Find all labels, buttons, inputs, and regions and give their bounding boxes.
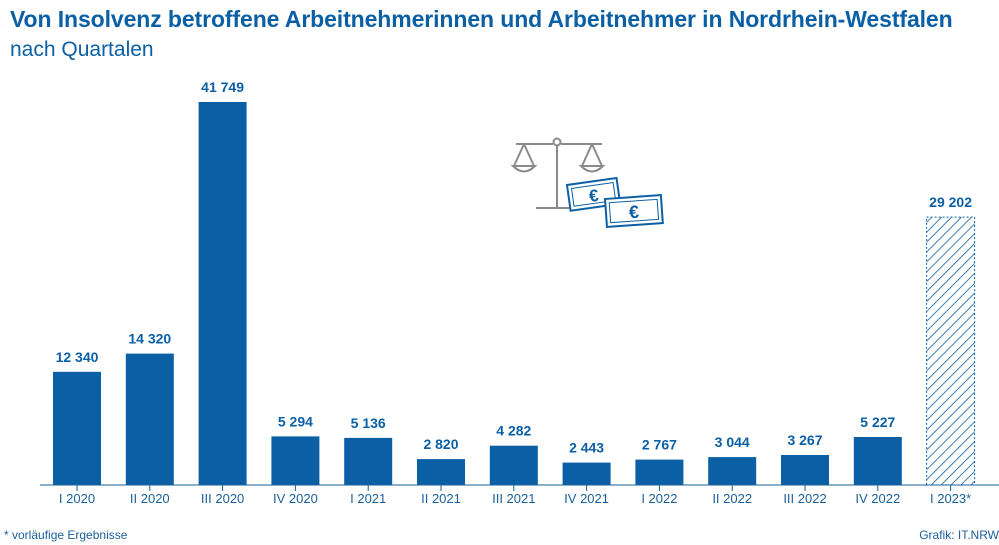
x-tick-label: I 2022: [641, 491, 677, 506]
bar-iv-2022: [853, 437, 902, 485]
x-tick-label: II 2020: [130, 491, 170, 506]
bar-value-label: 5 294: [278, 413, 313, 429]
bar-value-label: 4 282: [496, 423, 531, 439]
x-tick-label: I 2021: [350, 491, 386, 506]
x-tick-label: I 2020: [59, 491, 95, 506]
bar-iv-2021: [562, 462, 611, 485]
bar-i-2020: [53, 371, 101, 485]
x-tick-label: II 2022: [712, 491, 752, 506]
bar-value-label: 2 443: [569, 440, 604, 456]
bar-i-2021: [344, 437, 393, 485]
bar-ii-2020: [125, 353, 174, 485]
bar-value-label: 3 044: [715, 434, 750, 450]
bar-value-label: 12 340: [56, 349, 99, 365]
svg-text:€: €: [588, 186, 601, 206]
bar-value-label: 5 136: [351, 415, 386, 431]
bar-ii-2022: [708, 457, 757, 485]
bar-value-label: 41 749: [201, 79, 244, 95]
x-tick-label: III 2021: [492, 491, 535, 506]
bar-ii-2021: [417, 459, 465, 485]
x-tick-label: I 2023*: [930, 491, 971, 506]
bar-value-label: 2 820: [423, 436, 458, 452]
bar-value-label: 29 202: [929, 194, 972, 210]
bar-value-label: 14 320: [128, 331, 171, 347]
x-tick-label: IV 2020: [273, 491, 318, 506]
svg-text:€: €: [628, 202, 639, 223]
x-tick-label: IV 2021: [564, 491, 609, 506]
scales-with-euro-banknotes-icon: € €: [510, 135, 670, 245]
source-credit: Grafik: IT.NRW: [919, 528, 999, 542]
x-tick-label: IV 2022: [855, 491, 900, 506]
bar-iii-2020: [198, 102, 247, 485]
footnote: * vorläufige Ergebnisse: [4, 528, 128, 542]
bar-i-2023-: [926, 216, 976, 486]
chart-title: Von Insolvenz betroffene Arbeitnehmerinn…: [10, 6, 953, 32]
x-tick-label: II 2021: [421, 491, 461, 506]
x-tick-label: III 2022: [783, 491, 826, 506]
bar-value-label: 2 767: [642, 437, 677, 453]
bar-i-2022: [635, 459, 684, 485]
chart-subtitle: nach Quartalen: [10, 38, 154, 61]
bar-iv-2020: [271, 436, 320, 485]
x-tick-label: III 2020: [201, 491, 244, 506]
bar-iii-2022: [781, 455, 829, 485]
bar-value-label: 3 267: [787, 432, 822, 448]
bar-value-label: 5 227: [860, 414, 895, 430]
bar-iii-2021: [489, 445, 538, 485]
